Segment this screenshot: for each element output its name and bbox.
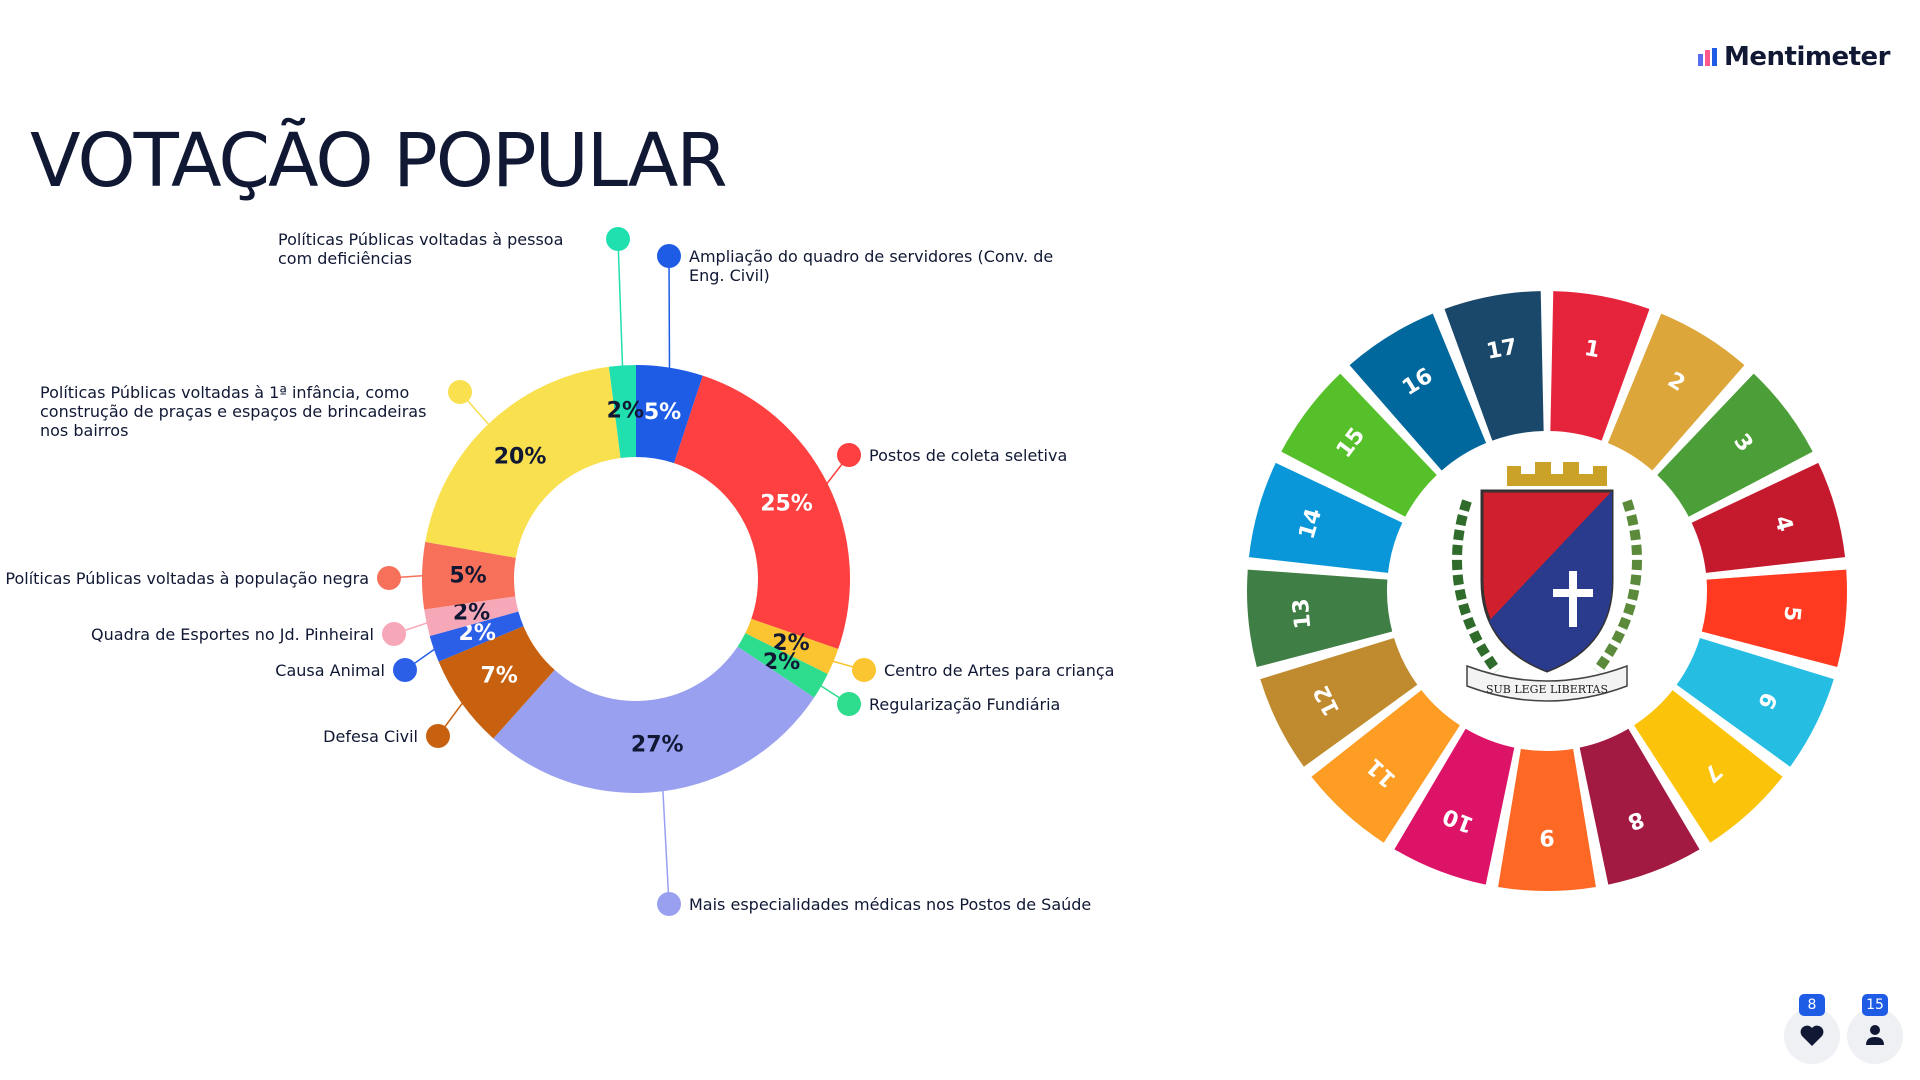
donut-segment	[745, 618, 839, 675]
sdg-segment	[1260, 637, 1418, 767]
sdg-segment	[1691, 462, 1846, 573]
legend-label: Postos de coleta seletiva	[869, 445, 1068, 465]
legend-label: Quadra de Esportes no Jd. Pinheiral	[91, 624, 374, 644]
sdg-number: 5	[1778, 605, 1804, 623]
donut-segment	[674, 375, 850, 649]
sdg-segment	[1701, 569, 1847, 668]
donut-segment	[636, 365, 703, 464]
legend-dot	[393, 658, 417, 682]
sdg-segment	[1247, 569, 1393, 668]
laurel-right	[1592, 499, 1642, 674]
sdg-number: 4	[1769, 513, 1797, 535]
participant-count: 15	[1862, 994, 1888, 1016]
donut-segment	[425, 366, 621, 558]
legend-dot	[426, 724, 450, 748]
data-label: 5%	[644, 400, 681, 425]
sdg-segment	[1676, 637, 1834, 767]
participants-button[interactable]	[1847, 1008, 1903, 1064]
sdg-number: 9	[1539, 824, 1554, 849]
like-button[interactable]	[1784, 1008, 1840, 1064]
legend-dot	[448, 380, 472, 404]
data-label: 7%	[480, 663, 517, 688]
person-icon	[1866, 1025, 1884, 1045]
brand-name: Mentimeter	[1724, 42, 1890, 72]
sdg-segment	[1607, 313, 1745, 471]
shield-blue	[1489, 491, 1612, 671]
donut-segment	[424, 596, 519, 637]
legend-label: Ampliação do quadro de servidores (Conv.…	[689, 246, 1054, 285]
legend-dot	[606, 227, 630, 251]
sdg-segment	[1498, 748, 1596, 891]
legend-dot	[377, 566, 401, 590]
legend-dot	[657, 892, 681, 916]
legend-label: Centro de Artes para criança	[884, 660, 1115, 680]
motto-ribbon	[1466, 664, 1628, 702]
donut-segment	[438, 626, 555, 739]
leader-line	[662, 789, 670, 905]
sdg-number: 1	[1582, 336, 1602, 363]
heart-icon	[1800, 1025, 1824, 1046]
sdg-segment	[1550, 291, 1650, 441]
sdg-segment	[1444, 291, 1544, 441]
donut-segment	[429, 611, 524, 662]
sdg-segment	[1248, 462, 1403, 573]
sdg-segment	[1349, 313, 1487, 471]
legend-label: Políticas Públicas voltadas à pessoa com…	[278, 229, 564, 268]
motto: SUB LEGE LIBERTAS	[1486, 683, 1608, 696]
legend-label: Defesa Civil	[323, 726, 418, 746]
legend-label: Políticas Públicas voltadas à população …	[5, 568, 369, 588]
legend-dot	[852, 658, 876, 682]
data-label: 20%	[494, 444, 547, 469]
sdg-number: 13	[1289, 597, 1317, 630]
data-label: 5%	[449, 563, 486, 588]
slide-title: VOTAÇÃO POPULAR	[30, 118, 728, 204]
laurel-left	[1452, 499, 1502, 674]
brand-logo: Mentimeter	[1698, 42, 1890, 72]
legend-dot	[837, 443, 861, 467]
legend-label: Mais especialidades médicas nos Postos d…	[689, 894, 1092, 914]
logo-icon	[1698, 48, 1718, 66]
legend-dot	[837, 692, 861, 716]
crest-crown	[1487, 462, 1607, 486]
sdg-segment	[1634, 690, 1783, 843]
sdg-segment	[1394, 728, 1515, 885]
legend-dot	[657, 244, 681, 268]
legend-dot	[382, 622, 406, 646]
legend-label: Regularização Fundiária	[869, 694, 1061, 714]
data-label: 27%	[631, 733, 684, 758]
sdg-number: 17	[1485, 335, 1520, 365]
donut-segment	[421, 541, 516, 610]
sdg-segment	[1281, 373, 1437, 517]
leader-line	[617, 238, 624, 368]
sdg-segment	[1311, 690, 1460, 843]
data-label: 2%	[607, 398, 644, 423]
shield-cross	[1553, 571, 1593, 627]
donut-segment	[608, 365, 636, 458]
donut-segment	[493, 646, 815, 794]
data-label: 25%	[760, 491, 813, 516]
sdg-segment	[1657, 373, 1813, 517]
sdg-segment	[1579, 728, 1700, 885]
donut-segment	[737, 633, 828, 698]
legend-label: Causa Animal	[275, 660, 385, 680]
data-label: 2%	[453, 600, 490, 625]
legend-label: Políticas Públicas voltadas à 1ª infânci…	[40, 382, 427, 440]
like-count: 8	[1799, 994, 1825, 1016]
